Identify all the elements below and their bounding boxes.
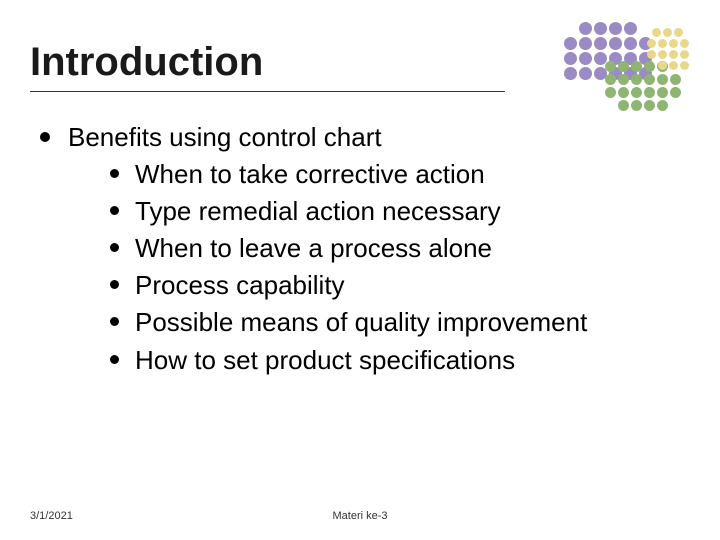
sub-list-item: Type remedial action necessary	[68, 194, 587, 229]
decoration-dot	[657, 100, 668, 111]
sub-item-text: When to take corrective action	[135, 157, 485, 192]
title-divider	[30, 91, 505, 92]
sub-item-text: Type remedial action necessary	[135, 194, 501, 229]
sub-list-item: When to take corrective action	[68, 157, 587, 192]
decoration-dot	[579, 22, 592, 35]
sub-list-item: When to leave a process alone	[68, 231, 587, 266]
decoration-dot	[579, 37, 592, 50]
decoration-dot	[564, 52, 577, 65]
decoration-dot	[594, 52, 607, 65]
decoration-dot	[670, 74, 681, 85]
bullet-icon	[110, 206, 119, 215]
main-list-item: Benefits using control chart When to tak…	[40, 120, 690, 378]
decoration-dot	[631, 100, 642, 111]
decoration-dot	[669, 50, 678, 59]
decoration-dot	[658, 50, 667, 59]
sub-list-item: Process capability	[68, 268, 587, 303]
slide: Introduction Benefits using control char…	[0, 0, 720, 540]
sub-item-text: Possible means of quality improvement	[135, 305, 587, 340]
sub-list: When to take corrective actionType remed…	[68, 157, 587, 378]
bullet-icon	[110, 280, 119, 289]
decoration-dot	[669, 39, 678, 48]
decoration-dot	[644, 100, 655, 111]
decoration-dot	[644, 74, 655, 85]
footer-label: Materi ke-3	[332, 510, 387, 522]
content-area: Benefits using control chart When to tak…	[30, 120, 690, 378]
decoration-dot	[609, 22, 622, 35]
decoration-dot	[657, 74, 668, 85]
decoration-dot	[618, 100, 629, 111]
decoration-dot	[647, 50, 656, 59]
decoration-dot	[657, 87, 668, 98]
decoration-dot	[631, 87, 642, 98]
decoration-dot	[564, 37, 577, 50]
decoration-dot	[663, 28, 672, 37]
decoration-dot	[605, 87, 616, 98]
footer-date: 3/1/2021	[30, 510, 73, 522]
decoration-dot	[647, 39, 656, 48]
sub-item-text: When to leave a process alone	[135, 231, 492, 266]
decoration-dot	[605, 61, 616, 72]
bullet-icon	[110, 243, 119, 252]
decoration-dot	[658, 39, 667, 48]
decoration-dot	[624, 37, 637, 50]
decoration-dot	[644, 87, 655, 98]
decoration-dot	[605, 74, 616, 85]
decoration-dot	[631, 74, 642, 85]
decoration-dot	[652, 28, 661, 37]
decoration-dot	[594, 37, 607, 50]
decoration-dot	[674, 28, 683, 37]
decoration-dot	[579, 52, 592, 65]
decoration-dot	[670, 87, 681, 98]
decoration-dot	[618, 61, 629, 72]
main-item-text: Benefits using control chart	[68, 120, 587, 155]
decoration-dot	[579, 67, 592, 80]
decoration-dot	[609, 37, 622, 50]
decoration-dot	[669, 61, 678, 70]
bullet-icon	[110, 317, 119, 326]
sub-list-item: How to set product specifications	[68, 343, 587, 378]
decoration-dot	[644, 61, 655, 72]
decoration-dot	[680, 50, 689, 59]
corner-decoration	[563, 22, 698, 137]
decoration-dot	[631, 61, 642, 72]
decoration-dot	[594, 22, 607, 35]
sub-list-item: Possible means of quality improvement	[68, 305, 587, 340]
sub-item-text: How to set product specifications	[135, 343, 515, 378]
bullet-icon	[40, 132, 50, 142]
decoration-dot	[618, 87, 629, 98]
decoration-dot	[624, 22, 637, 35]
bullet-icon	[110, 169, 119, 178]
decoration-dot	[680, 61, 689, 70]
sub-item-text: Process capability	[135, 268, 345, 303]
bullet-icon	[110, 355, 119, 364]
main-item-body: Benefits using control chart When to tak…	[68, 120, 587, 378]
decoration-dot	[680, 39, 689, 48]
decoration-dot	[618, 74, 629, 85]
decoration-dot	[658, 61, 667, 70]
decoration-dot	[564, 67, 577, 80]
